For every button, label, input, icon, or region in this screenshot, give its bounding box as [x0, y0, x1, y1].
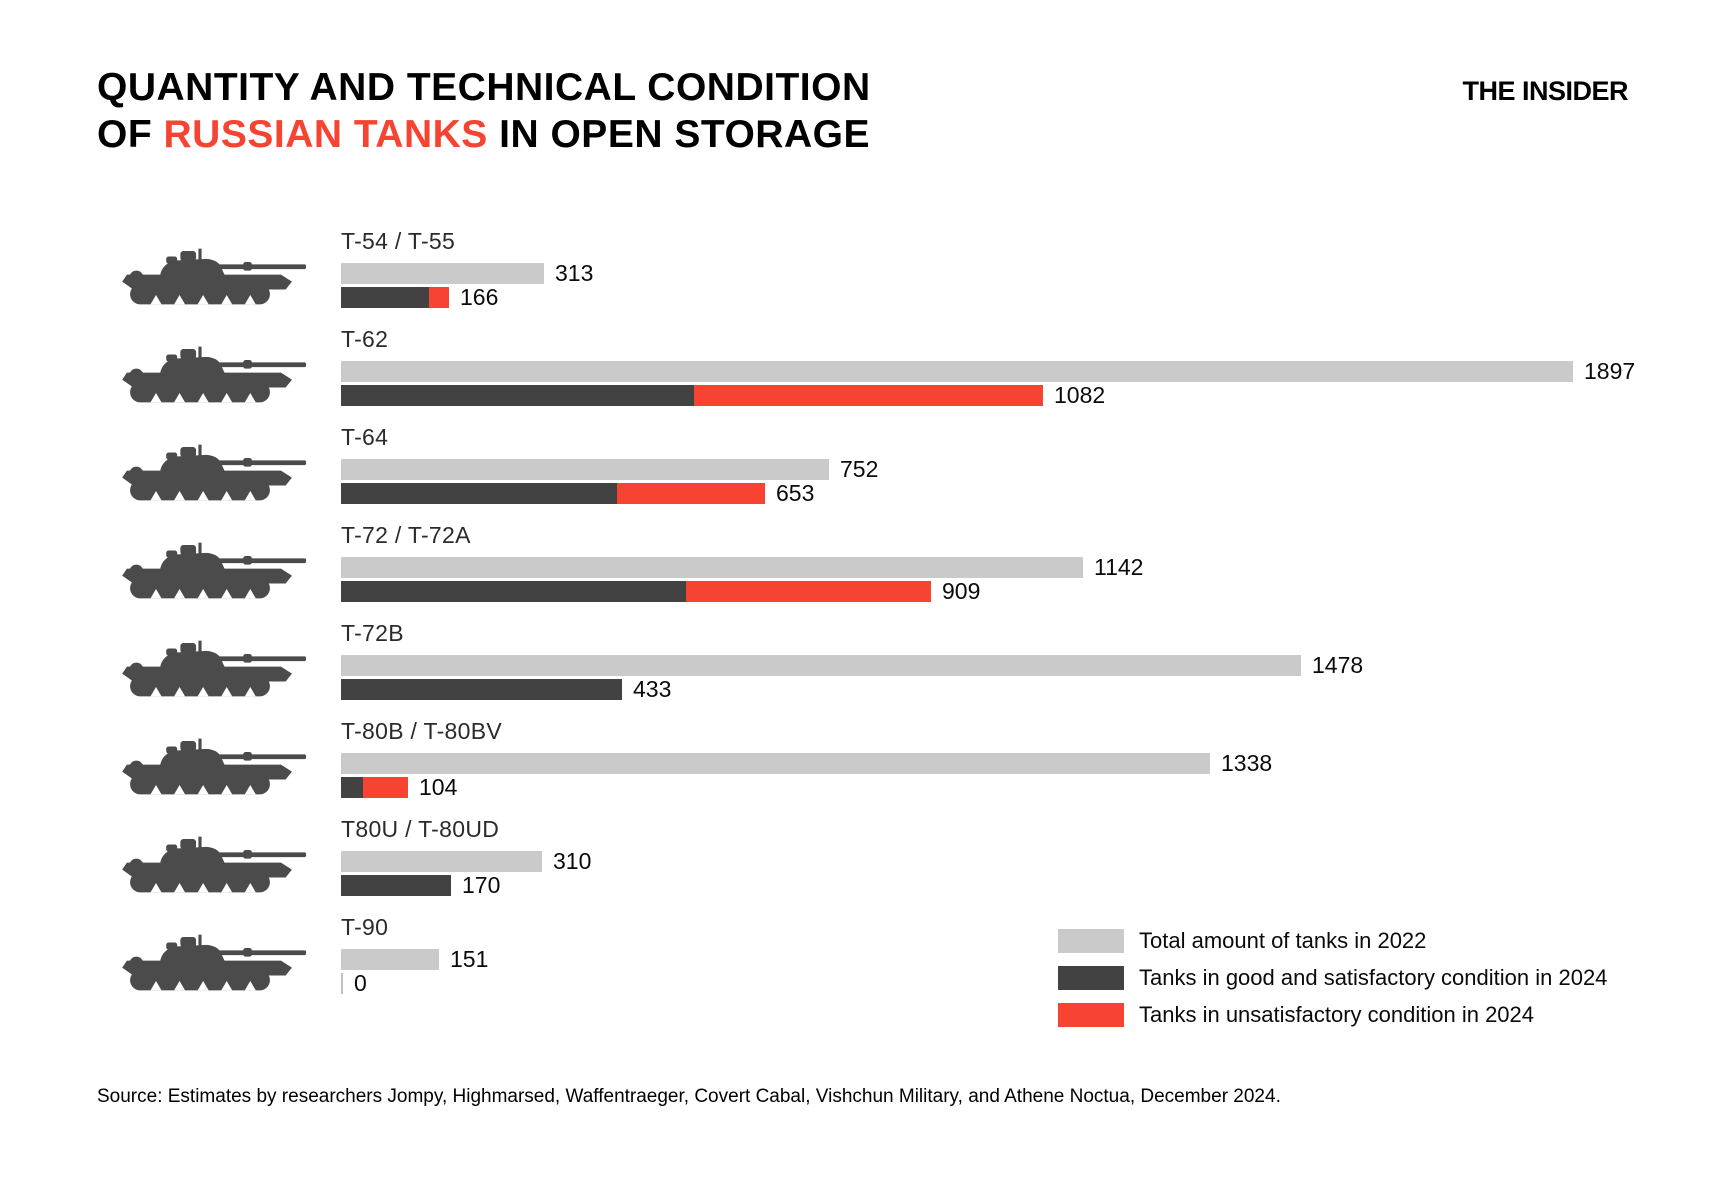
tank-row: T-72 / T-72A 1142 909 — [95, 522, 1655, 604]
tank-row: T80U / T-80UD 310 170 — [95, 816, 1655, 898]
page-title: QUANTITY AND TECHNICAL CONDITION OF RUSSI… — [97, 64, 871, 158]
tank-icon — [95, 730, 341, 796]
total-2022-bar — [341, 753, 1210, 774]
good-condition-segment — [341, 777, 363, 798]
title-line2-prefix: OF — [97, 113, 164, 156]
total-2022-value: 752 — [840, 456, 879, 482]
good-condition-segment — [341, 385, 694, 406]
unsatisfactory-condition-segment — [686, 581, 931, 602]
total-2022-bar — [341, 263, 544, 284]
total-2022-bar — [341, 557, 1083, 578]
good-condition-segment — [341, 483, 617, 504]
condition-2024-bar — [341, 875, 451, 896]
condition-2024-bar — [341, 581, 931, 602]
tank-type-label: T80U / T-80UD — [341, 816, 500, 842]
condition-2024-value: 653 — [776, 480, 815, 506]
title-line2-suffix: IN OPEN STORAGE — [487, 113, 870, 156]
good-condition-segment — [341, 679, 622, 700]
condition-2024-value: 909 — [942, 578, 981, 604]
total-2022-value: 1338 — [1221, 750, 1273, 776]
condition-2024-value: 170 — [462, 872, 501, 898]
total-2022-bar — [341, 949, 439, 970]
tank-icon — [95, 828, 341, 894]
source-note: Source: Estimates by researchers Jompy, … — [97, 1086, 1281, 1107]
legend-item: Tanks in unsatisfactory condition in 202… — [1058, 1002, 1607, 1028]
tank-icon — [95, 436, 341, 502]
tank-row: T-64 752 653 — [95, 424, 1655, 506]
tank-type-label: T-72 / T-72A — [341, 522, 471, 548]
total-2022-value: 1142 — [1094, 554, 1144, 580]
legend-item: Total amount of tanks in 2022 — [1058, 928, 1607, 954]
title-highlight: RUSSIAN TANKS — [163, 113, 488, 156]
condition-2024-bar — [341, 287, 449, 308]
condition-2024-value: 104 — [419, 774, 458, 800]
tank-type-label: T-80B / T-80BV — [341, 718, 503, 744]
total-2022-bar — [341, 459, 829, 480]
unsatisfactory-condition-segment — [363, 777, 408, 798]
condition-2024-bar — [341, 777, 408, 798]
condition-2024-bar — [341, 483, 765, 504]
condition-2024-bar — [341, 385, 1043, 406]
unsatisfactory-condition-segment — [617, 483, 765, 504]
total-2022-value: 151 — [450, 946, 489, 972]
tank-icon — [95, 338, 341, 404]
good-condition-segment — [341, 287, 429, 308]
condition-2024-bar — [341, 973, 343, 994]
good-condition-segment — [341, 581, 686, 602]
condition-2024-value: 0 — [354, 970, 367, 996]
tank-row: T-62 1897 1082 — [95, 326, 1655, 408]
legend-label: Tanks in unsatisfactory condition in 202… — [1139, 1002, 1535, 1027]
tank-type-label: T-90 — [341, 914, 389, 940]
unsatisfactory-condition-segment — [694, 385, 1043, 406]
tank-row: T-90 151 0 — [95, 914, 1655, 996]
tank-row: T-80B / T-80BV 1338 104 — [95, 718, 1655, 800]
condition-2024-value: 433 — [633, 676, 672, 702]
tank-icon — [95, 632, 341, 698]
legend-swatch-unsat_2024 — [1058, 1003, 1124, 1027]
condition-2024-bar — [341, 679, 622, 700]
total-2022-bar — [341, 361, 1573, 382]
condition-2024-value: 166 — [460, 284, 499, 310]
legend-item: Tanks in good and satisfactory condition… — [1058, 965, 1607, 991]
legend-swatch-total_2022 — [1058, 929, 1124, 953]
tank-icon — [95, 240, 341, 306]
title-line1: QUANTITY AND TECHNICAL CONDITION — [97, 66, 871, 109]
condition-2024-value: 1082 — [1054, 382, 1106, 408]
tank-row: T-54 / T-55 313 166 — [95, 228, 1655, 310]
total-2022-value: 310 — [553, 848, 592, 874]
tank-type-label: T-62 — [341, 326, 389, 352]
tank-type-label: T-72B — [341, 620, 404, 646]
tank-icon — [95, 534, 341, 600]
legend: Total amount of tanks in 2022 Tanks in go… — [1058, 928, 1607, 1039]
tank-icon — [95, 926, 341, 992]
total-2022-bar — [341, 851, 542, 872]
unsatisfactory-condition-segment — [429, 287, 449, 308]
total-2022-value: 313 — [555, 260, 594, 286]
legend-label: Tanks in good and satisfactory condition… — [1139, 965, 1608, 990]
the-insider-logo: THE INSIDER — [1462, 76, 1628, 106]
tank-type-label: T-64 — [341, 424, 389, 450]
legend-label: Total amount of tanks in 2022 — [1139, 928, 1427, 953]
total-2022-value: 1897 — [1584, 358, 1636, 384]
total-2022-value: 1478 — [1312, 652, 1364, 678]
tank-bar-chart: T-54 / T-55 313 166 T-62 1897 1082 T-64 752 653 T… — [95, 228, 1655, 1012]
tank-row: T-72B 1478 433 — [95, 620, 1655, 702]
tank-type-label: T-54 / T-55 — [341, 228, 456, 254]
total-2022-bar — [341, 655, 1301, 676]
legend-swatch-good_2024 — [1058, 966, 1124, 990]
good-condition-segment — [341, 875, 451, 896]
